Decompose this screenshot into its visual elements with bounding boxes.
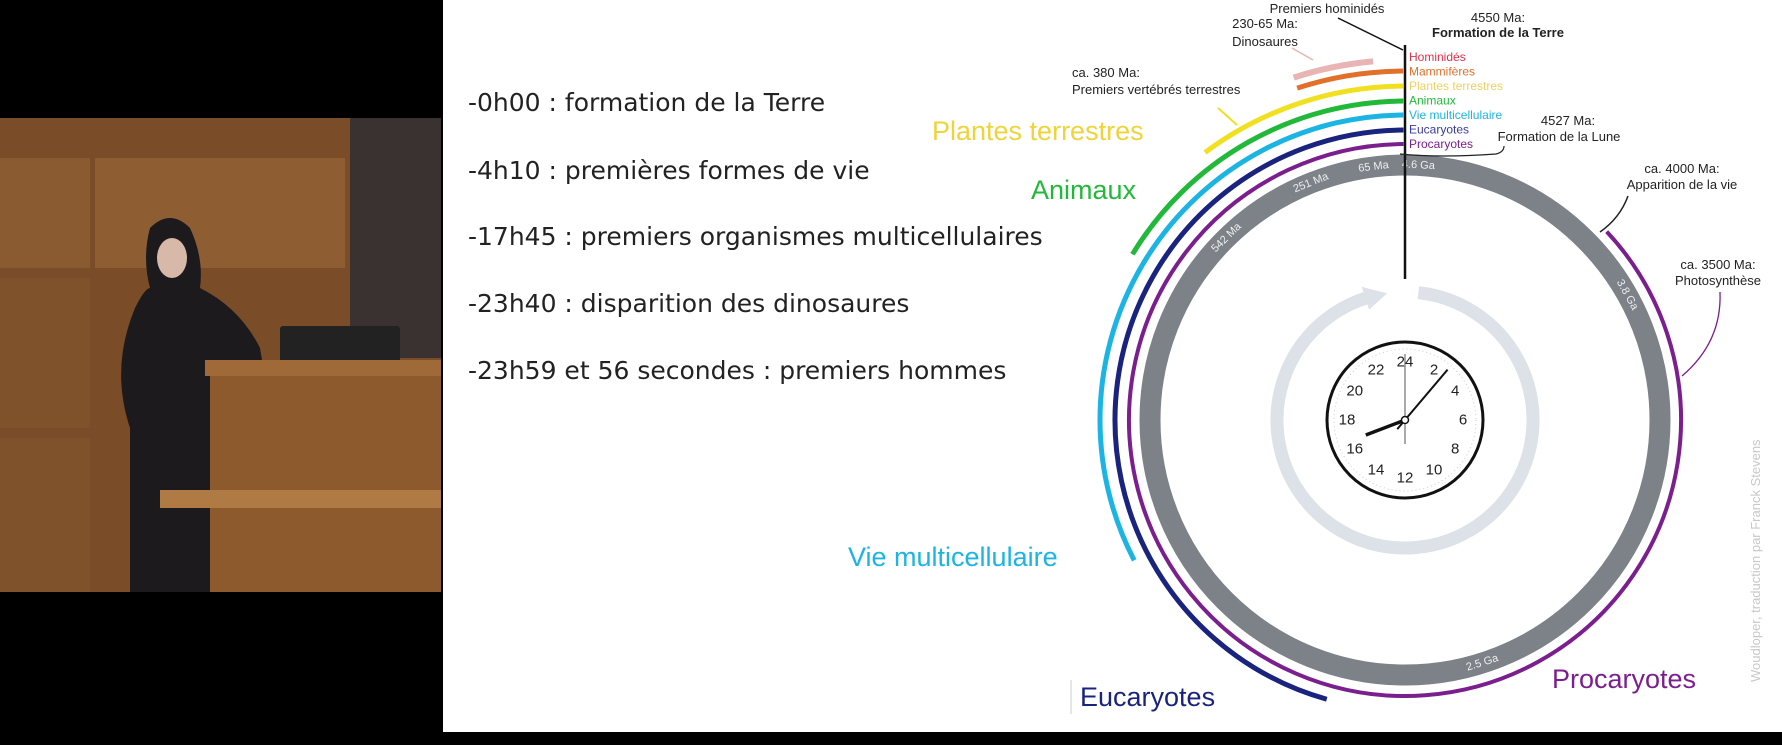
label-eucaryotes: Eucaryotes — [1080, 682, 1215, 712]
label-vie-multicellulaire: Vie multicellulaire — [848, 542, 1058, 572]
laptop — [280, 326, 400, 366]
arrow-head-icon — [1361, 286, 1388, 310]
clock-number: 12 — [1397, 470, 1414, 487]
life-arc-1 — [1112, 127, 1404, 702]
legend-item: Vie multicellulaire — [1409, 108, 1502, 122]
clock-number: 8 — [1451, 441, 1459, 458]
bullet-item: -23h40 : disparition des dinosaures — [468, 289, 910, 318]
life-arc-4 — [1203, 83, 1404, 155]
photo-pointer — [1681, 291, 1721, 377]
annotations: Premiers hominidés 230-65 Ma: Dinosaures… — [1072, 1, 1761, 377]
legend-item: Mammifères — [1409, 65, 1475, 79]
rotation-arrow — [1270, 286, 1540, 555]
clock-number: 6 — [1459, 412, 1467, 429]
legend-item: Eucaryotes — [1409, 123, 1469, 137]
label-plantes: Plantes terrestres — [932, 116, 1144, 146]
dino-pointer — [1291, 47, 1314, 61]
legend-item: Hominidés — [1409, 50, 1466, 64]
label-animaux: Animaux — [1031, 175, 1137, 205]
annotation-vie-name: Apparition de la vie — [1627, 177, 1738, 192]
bullet-item: -4h10 : premières formes de vie — [468, 156, 870, 185]
clock-number: 2 — [1430, 361, 1438, 378]
annotation-vie-age: ca. 4000 Ma: — [1644, 161, 1719, 176]
vertebres-pointer — [1217, 107, 1238, 126]
clock-number: 20 — [1346, 383, 1363, 400]
clock-number: 16 — [1346, 441, 1363, 458]
wall-panel — [0, 278, 90, 428]
clock-number: 4 — [1451, 383, 1459, 400]
annotation-vertebres-age: ca. 380 Ma: — [1072, 65, 1140, 80]
podium — [210, 366, 441, 592]
annotation-dino-name: Dinosaures — [1232, 34, 1298, 49]
hominides-pointer — [1337, 17, 1404, 51]
ring-label: 4.6 Ga — [1402, 158, 1436, 172]
big-labels: Plantes terrestres Animaux Vie multicell… — [848, 116, 1696, 712]
annotation-terre-name: Formation de la Terre — [1432, 25, 1564, 40]
annotation-lune-name: Formation de la Lune — [1498, 129, 1621, 144]
clock-number: 22 — [1368, 361, 1385, 378]
life-arc-3 — [1130, 98, 1404, 256]
legend-item: Plantes terrestres — [1409, 79, 1503, 93]
life-arc-0 — [1127, 142, 1683, 698]
clock-number: 10 — [1426, 462, 1443, 479]
annotation-lune-age: 4527 Ma: — [1541, 113, 1595, 128]
bullet-item: -23h59 et 56 secondes : premiers hommes — [468, 356, 1007, 385]
legend-item: Animaux — [1409, 94, 1456, 108]
door — [350, 118, 441, 358]
dinosaur-arc — [1292, 58, 1374, 81]
annotation-dino-age: 230-65 Ma: — [1232, 16, 1298, 31]
lune-pointer — [1399, 145, 1505, 157]
table-edge — [160, 490, 441, 508]
podium-top — [205, 360, 441, 376]
life-arc-5 — [1296, 68, 1404, 91]
wall-panel — [95, 158, 345, 268]
annotation-vertebres-name: Premiers vertébrés terrestres — [1072, 82, 1241, 97]
clock-number: 18 — [1339, 412, 1356, 429]
speaker-video — [0, 118, 441, 592]
clock-pivot — [1400, 415, 1410, 425]
hour-hand — [1365, 418, 1406, 437]
life-arc-2 — [1097, 112, 1404, 562]
image-credit: Woudloper, traduction par Franck Stevens — [1748, 439, 1763, 682]
bullet-item: -17h45 : premiers organismes multicellul… — [468, 222, 1043, 251]
clock-number: 14 — [1368, 462, 1385, 479]
annotation-hominides: Premiers hominidés — [1270, 1, 1385, 16]
wall-panel — [0, 158, 90, 268]
clock-ticks — [1333, 348, 1477, 492]
ring-label: 65 Ma — [1358, 159, 1391, 175]
label-procaryotes: Procaryotes — [1552, 664, 1696, 694]
annotation-terre-age: 4550 Ma: — [1471, 10, 1525, 25]
annotation-photo-age: ca. 3500 Ma: — [1680, 257, 1755, 272]
bullet-item: -0h00 : formation de la Terre — [468, 88, 826, 117]
wall-panel — [0, 438, 90, 592]
life-arcs — [1097, 58, 1683, 702]
speaker-scene — [0, 118, 441, 592]
speaker-face — [157, 238, 187, 278]
vie-pointer — [1599, 195, 1629, 233]
legend-item: Procaryotes — [1409, 137, 1473, 151]
annotation-photo-name: Photosynthèse — [1675, 273, 1761, 288]
